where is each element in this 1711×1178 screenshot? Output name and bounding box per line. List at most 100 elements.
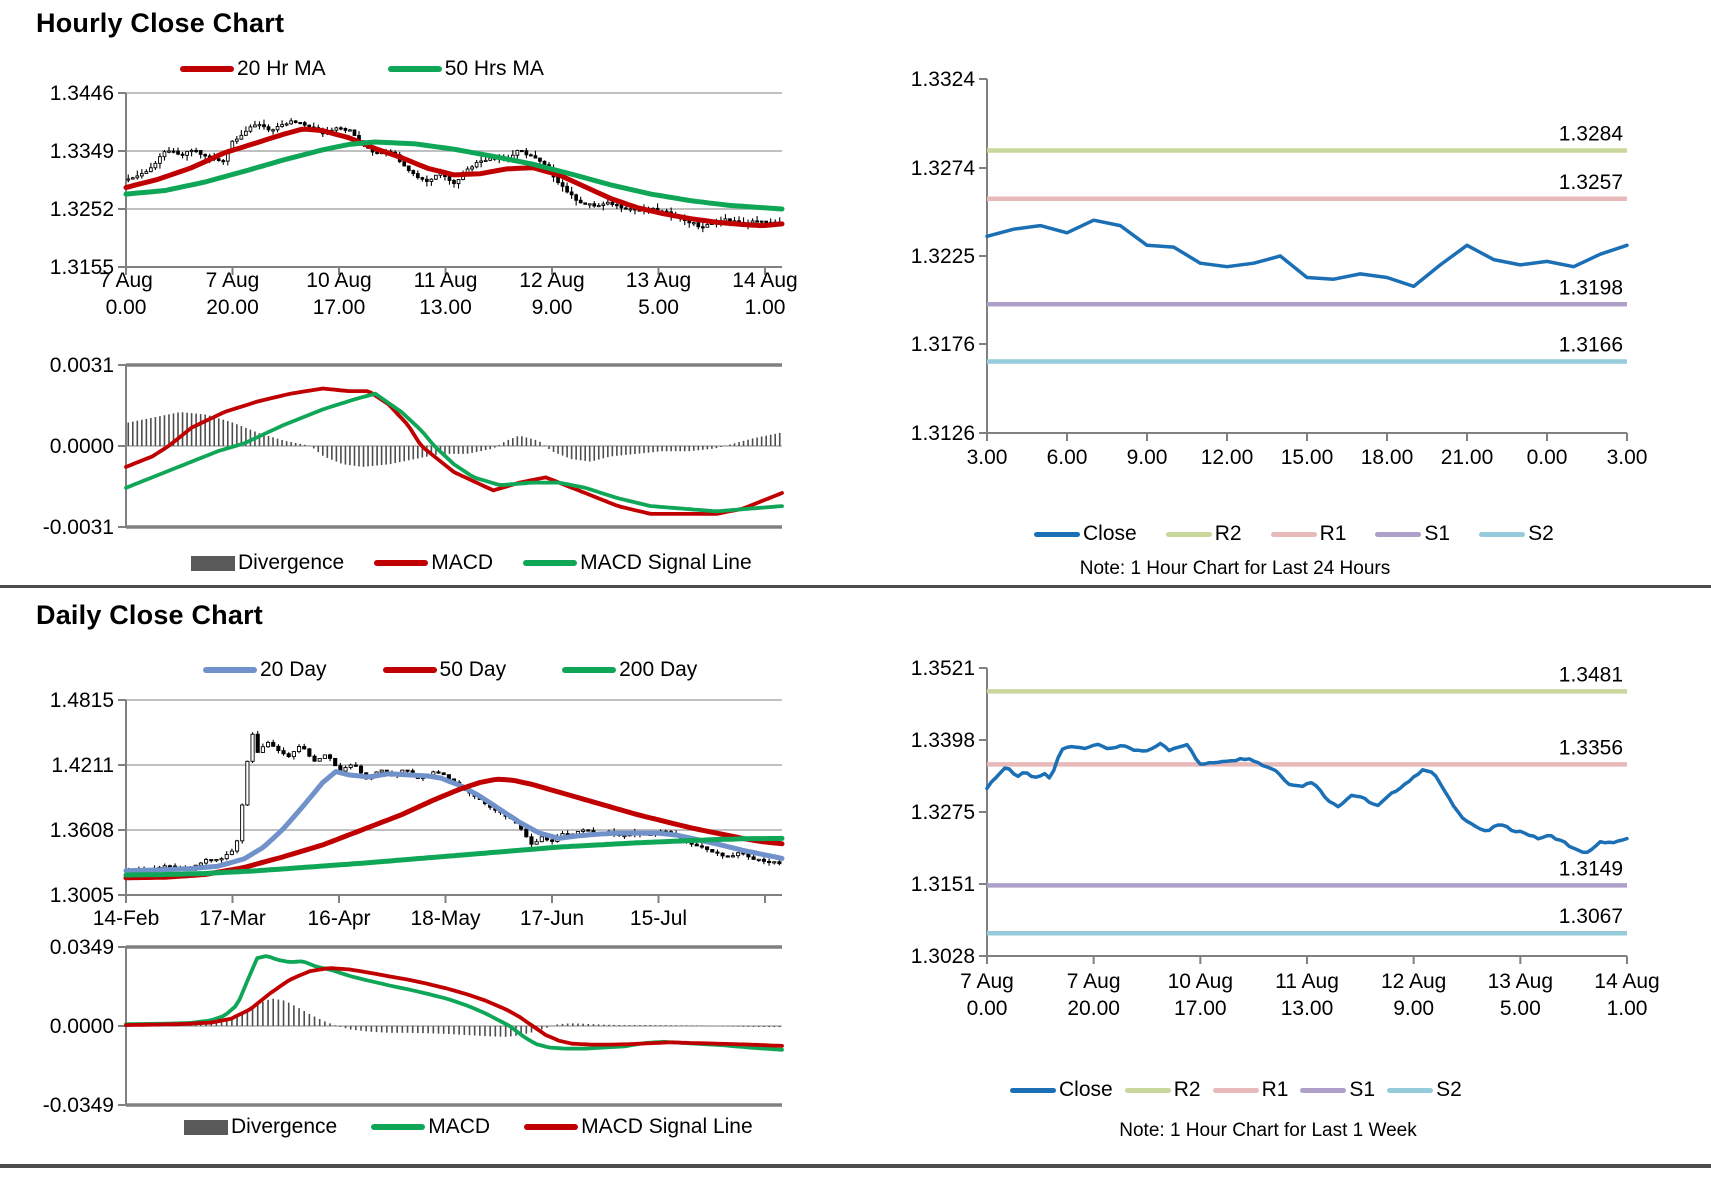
legend-label: MACD xyxy=(428,1115,491,1138)
legend-label: R2 xyxy=(1173,1078,1201,1101)
svg-text:13.00: 13.00 xyxy=(419,296,472,319)
svg-text:9.00: 9.00 xyxy=(1127,446,1168,469)
legend-label: 50 Day xyxy=(439,658,507,681)
legend-label: S1 xyxy=(1424,522,1451,545)
legend-item-divergence: Divergence xyxy=(184,1115,337,1139)
svg-text:0.0000: 0.0000 xyxy=(50,1015,114,1038)
20day-ma-line-swatch xyxy=(203,667,257,673)
svg-text:5.00: 5.00 xyxy=(1500,997,1541,1020)
daily-pivot-legend: Close R2 R1 S1 S2 xyxy=(1010,1078,1462,1102)
legend-item-divergence: Divergence xyxy=(191,551,344,575)
legend-item-50day: 50 Day xyxy=(382,658,507,682)
svg-text:17-Jun: 17-Jun xyxy=(520,907,584,930)
legend-label: R1 xyxy=(1261,1078,1289,1101)
svg-text:1.3275: 1.3275 xyxy=(911,801,975,824)
legend-label: R2 xyxy=(1214,522,1242,545)
svg-text:0.0349: 0.0349 xyxy=(50,936,114,959)
svg-text:1.4815: 1.4815 xyxy=(50,689,114,712)
svg-text:3.00: 3.00 xyxy=(1607,446,1648,469)
legend-item-macd-signal: MACD Signal Line xyxy=(524,1115,753,1139)
hourly-macd-legend: Divergence MACD MACD Signal Line xyxy=(191,551,752,575)
svg-text:20.00: 20.00 xyxy=(1067,997,1120,1020)
svg-text:18.00: 18.00 xyxy=(1361,446,1414,469)
svg-text:13 Aug: 13 Aug xyxy=(626,269,691,292)
legend-label: R1 xyxy=(1319,522,1347,545)
legend-item-macd: MACD xyxy=(374,551,493,575)
20hr-ma-line-swatch xyxy=(180,66,234,72)
svg-text:17.00: 17.00 xyxy=(1174,997,1227,1020)
svg-text:13.00: 13.00 xyxy=(1281,997,1334,1020)
svg-text:16-Apr: 16-Apr xyxy=(307,907,370,930)
legend-label: Divergence xyxy=(238,551,345,574)
macd-signal-line-swatch xyxy=(524,1124,579,1130)
svg-text:1.3252: 1.3252 xyxy=(50,198,114,221)
s1-line-swatch xyxy=(1300,1087,1347,1093)
macd-line-swatch xyxy=(374,560,429,566)
legend-label: S2 xyxy=(1528,522,1554,545)
svg-text:-0.0349: -0.0349 xyxy=(43,1094,114,1117)
r2-line-swatch xyxy=(1124,1087,1171,1093)
legend-item-r1: R1 xyxy=(1212,1078,1289,1102)
legend-label: Close xyxy=(1083,522,1137,545)
legend-label: S2 xyxy=(1436,1078,1462,1101)
svg-text:17-Mar: 17-Mar xyxy=(199,907,266,930)
svg-text:1.00: 1.00 xyxy=(745,296,786,319)
hourly-pivot-note: Note: 1 Hour Chart for Last 24 Hours xyxy=(1079,558,1391,579)
svg-text:1.3176: 1.3176 xyxy=(911,333,975,356)
legend-label: MACD xyxy=(431,551,494,574)
svg-text:1.3481: 1.3481 xyxy=(1559,663,1623,686)
svg-text:7 Aug: 7 Aug xyxy=(1067,970,1121,993)
svg-text:1.3149: 1.3149 xyxy=(1559,857,1623,880)
macd-signal-line-swatch xyxy=(523,560,578,566)
svg-text:14 Aug: 14 Aug xyxy=(732,269,797,292)
daily-macd-legend: Divergence MACD MACD Signal Line xyxy=(184,1115,753,1139)
hourly-close-chart-title: Hourly Close Chart xyxy=(36,8,285,38)
legend-label: MACD Signal Line xyxy=(580,551,752,574)
daily-ma-legend: 20 Day 50 Day 200 Day xyxy=(203,658,697,682)
svg-text:0.00: 0.00 xyxy=(106,296,147,319)
divergence-swatch xyxy=(191,555,235,571)
legend-item-close: Close xyxy=(1010,1078,1113,1102)
svg-text:1.3155: 1.3155 xyxy=(50,256,114,279)
close-line-swatch xyxy=(1010,1087,1056,1093)
s1-line-swatch xyxy=(1375,531,1422,537)
legend-item-50hrs-ma: 50 Hrs MA xyxy=(387,57,544,81)
svg-text:1.3067: 1.3067 xyxy=(1559,905,1623,928)
legend-label: 20 Day xyxy=(260,658,327,681)
svg-text:1.3126: 1.3126 xyxy=(911,422,975,445)
legend-item-20hr-ma: 20 Hr MA xyxy=(180,57,326,81)
r1-line-swatch xyxy=(1212,1087,1259,1093)
svg-text:1.3356: 1.3356 xyxy=(1559,736,1623,759)
svg-text:0.00: 0.00 xyxy=(1527,446,1568,469)
legend-item-s2: S2 xyxy=(1387,1078,1462,1102)
hourly-pivot-legend: Close R2 R1 S1 S2 xyxy=(1034,522,1554,546)
svg-text:3.00: 3.00 xyxy=(967,446,1008,469)
daily-close-chart-title: Daily Close Chart xyxy=(36,600,263,630)
section-divider xyxy=(0,585,1711,588)
svg-text:10 Aug: 10 Aug xyxy=(1168,970,1233,993)
svg-text:15-Jul: 15-Jul xyxy=(630,907,687,930)
svg-text:12 Aug: 12 Aug xyxy=(1381,970,1446,993)
bottom-divider xyxy=(0,1164,1711,1168)
legend-label: S1 xyxy=(1349,1078,1376,1101)
svg-text:1.3398: 1.3398 xyxy=(911,729,975,752)
svg-text:1.3284: 1.3284 xyxy=(1559,123,1624,146)
svg-text:17.00: 17.00 xyxy=(313,296,366,319)
legend-label: Close xyxy=(1059,1078,1113,1101)
legend-item-20day: 20 Day xyxy=(203,658,327,682)
svg-text:9.00: 9.00 xyxy=(1393,997,1434,1020)
svg-text:15.00: 15.00 xyxy=(1281,446,1334,469)
svg-text:1.3608: 1.3608 xyxy=(50,819,114,842)
divergence-swatch xyxy=(184,1119,228,1135)
svg-text:21.00: 21.00 xyxy=(1441,446,1494,469)
svg-text:20.00: 20.00 xyxy=(206,296,259,319)
svg-text:1.3446: 1.3446 xyxy=(50,82,114,105)
svg-text:13 Aug: 13 Aug xyxy=(1488,970,1553,993)
legend-item-r1: R1 xyxy=(1270,522,1347,546)
50day-ma-line-swatch xyxy=(382,667,437,673)
svg-text:7 Aug: 7 Aug xyxy=(206,269,260,292)
svg-text:1.3198: 1.3198 xyxy=(1559,276,1623,299)
legend-item-r2: R2 xyxy=(1124,1078,1201,1102)
svg-text:7 Aug: 7 Aug xyxy=(960,970,1014,993)
